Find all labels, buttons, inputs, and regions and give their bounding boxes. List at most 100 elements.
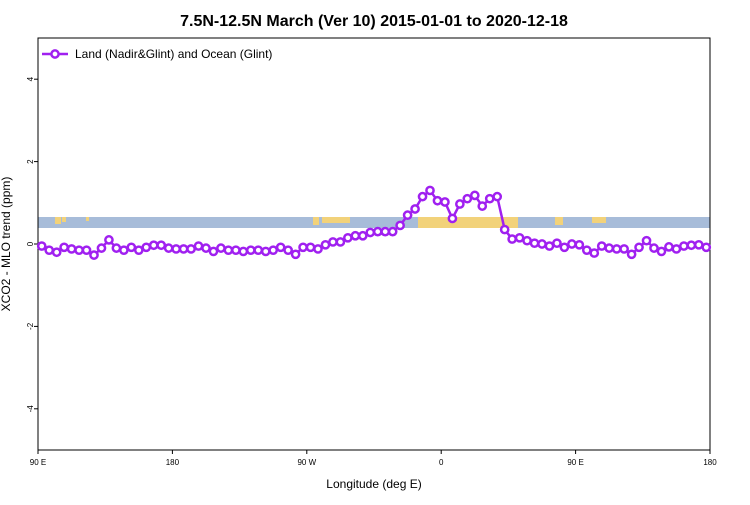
data-point: [245, 245, 256, 256]
data-point: [275, 242, 286, 253]
data-point: [395, 220, 405, 231]
y-tick-label: -2: [26, 322, 35, 330]
x-tick-label: 180: [166, 458, 180, 467]
data-point: [141, 242, 152, 253]
data-point: [119, 245, 129, 256]
data-point: [686, 240, 697, 251]
data-point: [462, 193, 473, 204]
data-point: [604, 243, 615, 253]
data-point: [343, 232, 353, 243]
data-point: [96, 243, 107, 253]
data-point: [611, 244, 622, 254]
land-patch: [55, 217, 61, 224]
land-patch: [322, 217, 350, 223]
land-ocean-strip: [38, 217, 710, 228]
data-point: [447, 213, 458, 224]
data-point: [380, 226, 391, 237]
data-point: [402, 210, 413, 221]
data-point: [484, 193, 495, 204]
data-point: [44, 245, 55, 256]
data-point: [656, 246, 667, 257]
data-point: [231, 245, 241, 256]
data-point: [559, 242, 570, 253]
data-point: [664, 242, 674, 252]
data-point: [178, 244, 189, 254]
data-point: [36, 241, 47, 251]
data-point: [581, 245, 592, 256]
y-tick-label: 0: [26, 241, 35, 246]
data-point: [514, 232, 525, 243]
data-point: [89, 250, 99, 260]
legend-marker: [50, 49, 60, 59]
data-point: [365, 227, 376, 238]
data-point: [320, 239, 331, 250]
x-tick-label: 90 W: [297, 458, 316, 467]
data-point: [111, 243, 122, 253]
data-point: [328, 237, 338, 247]
data-point: [537, 239, 547, 249]
data-point: [59, 242, 69, 253]
data-point: [634, 242, 644, 253]
data-point: [268, 245, 279, 256]
data-point: [156, 240, 167, 251]
x-axis-label: Longitude (deg E): [326, 477, 421, 491]
data-point: [223, 245, 234, 256]
land-patch: [86, 217, 89, 221]
data-point: [66, 244, 77, 254]
data-point: [477, 201, 488, 211]
data-point: [410, 204, 420, 214]
data-point: [186, 244, 196, 254]
x-tick-label: 0: [439, 458, 444, 467]
y-tick-label: 4: [26, 76, 35, 81]
data-point: [253, 245, 264, 256]
land-patch: [62, 217, 66, 222]
land-patch: [592, 217, 606, 223]
data-point: [350, 230, 361, 241]
data-point: [305, 242, 316, 253]
data-point: [529, 238, 540, 249]
data-point: [126, 242, 137, 253]
data-point: [492, 191, 503, 202]
chart-title: 7.5N-12.5N March (Ver 10) 2015-01-01 to …: [180, 13, 568, 30]
data-point: [649, 243, 659, 253]
data-point: [567, 239, 577, 249]
data-point: [589, 248, 600, 258]
data-point: [522, 235, 532, 246]
data-point: [387, 226, 398, 237]
y-tick-label: -4: [26, 405, 35, 413]
data-point: [193, 241, 204, 251]
data-point: [469, 190, 480, 201]
data-point: [641, 235, 652, 246]
data-point: [148, 240, 159, 251]
data-point: [701, 242, 712, 253]
land-patch: [555, 217, 563, 225]
data-point: [544, 241, 555, 251]
x-tick-label: 180: [703, 458, 717, 467]
data-point: [171, 244, 181, 254]
data-point: [372, 226, 383, 237]
data-point: [201, 243, 211, 253]
data-point: [455, 199, 465, 209]
data-point: [298, 242, 308, 253]
data-point: [163, 243, 174, 253]
data-point: [260, 246, 271, 257]
data-point: [440, 197, 450, 207]
data-point: [507, 234, 517, 244]
data-point: [104, 235, 114, 245]
data-point: [417, 191, 428, 202]
data-point: [283, 245, 293, 256]
land-patch: [418, 217, 518, 228]
data-point: [74, 245, 84, 256]
land-patch: [313, 217, 319, 225]
data-point: [619, 244, 629, 254]
data-point: [671, 244, 682, 254]
ocean-strip: [38, 217, 710, 228]
data-point: [574, 239, 585, 250]
x-tick-label: 90 E: [30, 458, 46, 467]
data-point: [596, 241, 607, 251]
data-point: [432, 195, 443, 206]
data-point: [552, 238, 562, 249]
data-point: [216, 243, 226, 253]
data-point: [133, 245, 144, 256]
